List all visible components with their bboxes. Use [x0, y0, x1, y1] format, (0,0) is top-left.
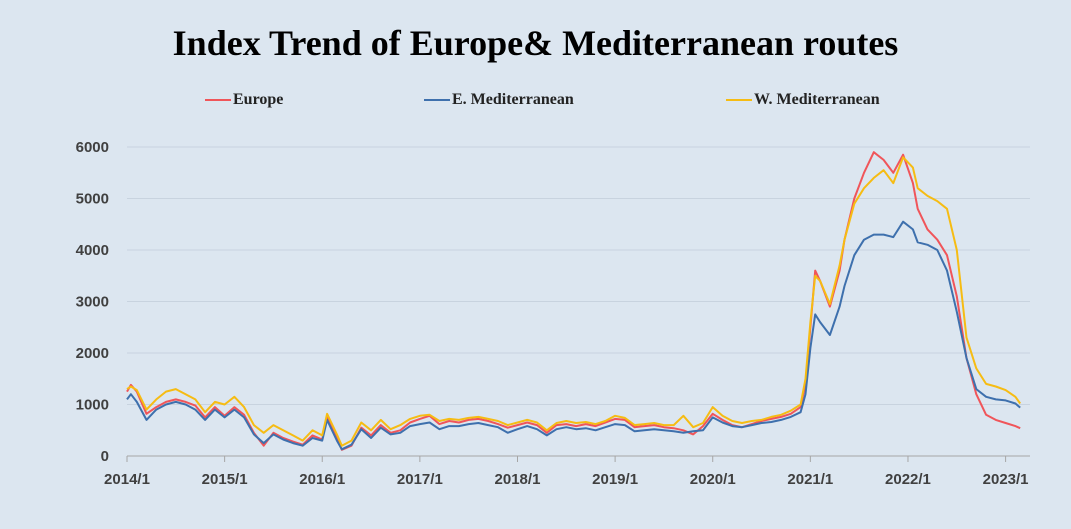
legend-item-europe: Europe — [205, 90, 283, 110]
x-tick-label: 2023/1 — [983, 471, 1029, 488]
y-tick-label: 3000 — [76, 294, 109, 311]
x-tick-label: 2016/1 — [299, 471, 345, 488]
y-tick-label: 6000 — [76, 139, 109, 156]
legend-item-e-mediterranean: E. Mediterranean — [424, 90, 574, 110]
x-tick-label: 2019/1 — [592, 471, 638, 488]
x-tick-label: 2015/1 — [202, 471, 248, 488]
series-line-europe — [126, 151, 1021, 451]
y-tick-label: 1000 — [76, 397, 109, 414]
legend-swatch-w-mediterranean — [726, 99, 752, 101]
legend-item-w-mediterranean: W. Mediterranean — [726, 90, 880, 110]
x-tick-label: 2021/1 — [787, 471, 833, 488]
y-tick-label: 0 — [101, 448, 109, 465]
legend-swatch-europe — [205, 99, 231, 101]
series-line-e-mediterranean — [126, 220, 1021, 451]
chart-title: Index Trend of Europe& Mediterranean rou… — [172, 23, 899, 63]
series-line-w-mediterranean — [126, 156, 1022, 447]
x-tick-label: 2017/1 — [397, 471, 443, 488]
legend-label-europe: Europe — [233, 91, 284, 108]
legend-label-e-mediterranean: E. Mediterranean — [452, 91, 574, 108]
x-tick-label: 2020/1 — [690, 471, 736, 488]
legend-swatch-e-mediterranean — [424, 99, 450, 101]
y-tick-label: 2000 — [76, 345, 109, 362]
x-tick-label: 2018/1 — [495, 471, 541, 488]
x-tick-label: 2014/1 — [104, 471, 150, 488]
x-tick-label: 2022/1 — [885, 471, 931, 488]
y-tick-label: 4000 — [76, 242, 109, 259]
y-tick-label: 5000 — [76, 191, 109, 208]
legend-label-w-mediterranean: W. Mediterranean — [754, 91, 880, 108]
